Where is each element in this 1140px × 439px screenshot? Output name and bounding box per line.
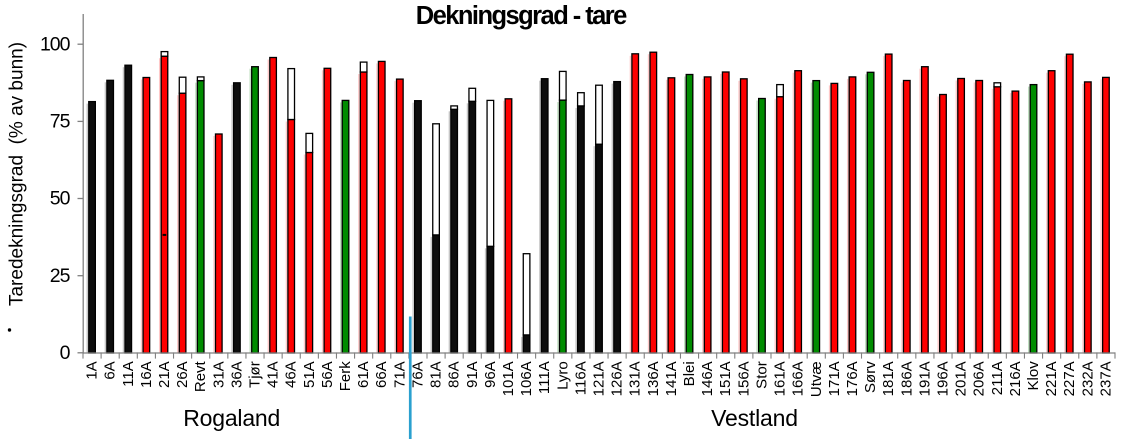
svg-text:96A: 96A <box>482 361 499 388</box>
svg-text:50: 50 <box>50 188 71 210</box>
svg-text:61A: 61A <box>355 361 372 388</box>
svg-text:Dekningsgrad - tare: Dekningsgrad - tare <box>416 2 627 30</box>
svg-text:11A: 11A <box>120 361 137 387</box>
svg-text:106A: 106A <box>518 361 535 396</box>
svg-text:75: 75 <box>50 111 71 133</box>
svg-text:151A: 151A <box>717 361 734 396</box>
svg-text:31A: 31A <box>210 361 227 388</box>
svg-text:211A: 211A <box>989 361 1006 395</box>
svg-text:Tjør: Tjør <box>247 361 264 388</box>
svg-text:Stor: Stor <box>753 361 770 389</box>
svg-text:26A: 26A <box>174 361 191 388</box>
svg-text:156A: 156A <box>735 361 752 396</box>
svg-text:Rogaland: Rogaland <box>183 405 280 431</box>
svg-text:71A: 71A <box>391 361 408 388</box>
svg-text:16A: 16A <box>138 361 155 388</box>
svg-text:216A: 216A <box>1007 361 1024 396</box>
svg-text:91A: 91A <box>464 361 481 388</box>
svg-text:206A: 206A <box>971 361 988 396</box>
svg-text:86A: 86A <box>446 361 463 388</box>
svg-text:Blei: Blei <box>681 361 698 386</box>
svg-text:100: 100 <box>40 33 71 55</box>
svg-text:Klov: Klov <box>1025 361 1042 391</box>
svg-text:36A: 36A <box>228 361 245 388</box>
svg-text:111A: 111A <box>536 361 553 394</box>
svg-text:Utvæ: Utvæ <box>808 361 825 397</box>
svg-text:201A: 201A <box>953 361 970 396</box>
svg-text:Revt: Revt <box>192 360 209 392</box>
svg-text:221A: 221A <box>1043 361 1060 396</box>
svg-text:51A: 51A <box>301 361 318 388</box>
svg-text:227A: 227A <box>1061 361 1078 396</box>
svg-text:46A: 46A <box>283 361 300 388</box>
svg-text:131A: 131A <box>627 361 644 396</box>
svg-text:126A: 126A <box>609 361 626 396</box>
svg-text:76A: 76A <box>409 361 426 388</box>
svg-text:141A: 141A <box>663 361 680 396</box>
svg-text:116A: 116A <box>572 361 589 395</box>
svg-text:Vestland: Vestland <box>711 405 798 431</box>
svg-text:181A: 181A <box>880 361 897 396</box>
svg-text:Lyro: Lyro <box>554 361 571 390</box>
svg-text:191A: 191A <box>916 361 933 396</box>
svg-text:171A: 171A <box>826 361 843 396</box>
svg-text:6A: 6A <box>102 361 119 379</box>
svg-text:21A: 21A <box>156 361 173 388</box>
svg-text:66A: 66A <box>373 361 390 388</box>
svg-text:176A: 176A <box>844 361 861 396</box>
svg-text:Sørv: Sørv <box>862 361 879 393</box>
svg-text:232A: 232A <box>1079 361 1096 396</box>
svg-text:Taredekningsgrad (% av bunn): Taredekningsgrad (% av bunn) <box>6 42 27 306</box>
svg-text:121A: 121A <box>590 361 607 396</box>
svg-text:101A: 101A <box>500 361 517 396</box>
svg-text:81A: 81A <box>428 361 445 388</box>
svg-text:41A: 41A <box>265 361 282 388</box>
svg-text:146A: 146A <box>699 361 716 396</box>
svg-text:166A: 166A <box>790 361 807 396</box>
svg-text:237A: 237A <box>1097 361 1114 396</box>
svg-text:186A: 186A <box>898 361 915 396</box>
svg-text:161A: 161A <box>772 361 789 396</box>
svg-text:1A: 1A <box>84 361 101 379</box>
svg-text:Ferk: Ferk <box>337 361 354 392</box>
svg-text:0: 0 <box>60 342 71 364</box>
svg-text:136A: 136A <box>645 361 662 396</box>
svg-text:56A: 56A <box>319 361 336 388</box>
svg-text:196A: 196A <box>934 361 951 396</box>
svg-text:25: 25 <box>50 265 71 287</box>
